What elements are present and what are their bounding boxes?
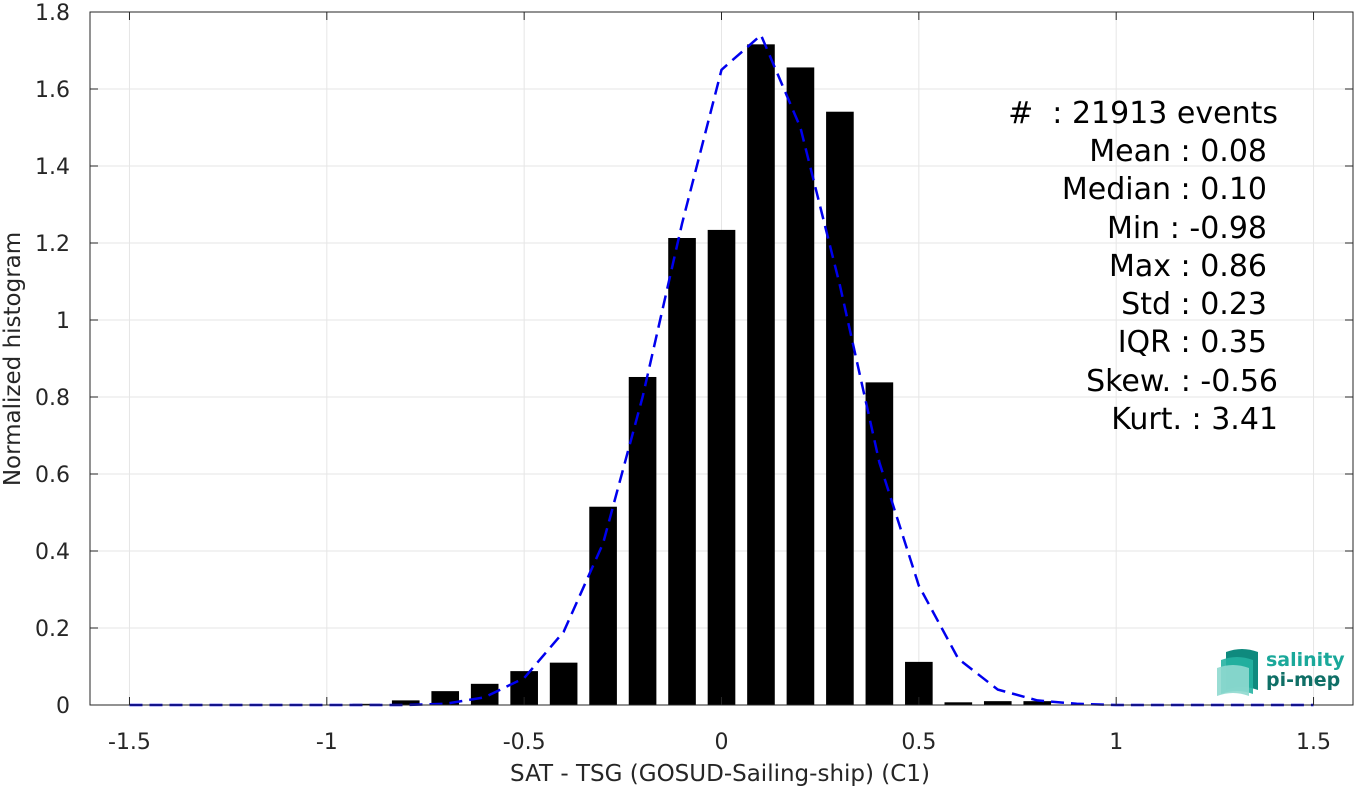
x-axis-label: SAT - TSG (GOSUD-Sailing-ship) (C1) xyxy=(510,761,930,787)
logo-text-salinity: salinity xyxy=(1266,649,1345,671)
histogram-bar xyxy=(470,683,499,705)
logo-waves-icon xyxy=(1217,649,1258,696)
histogram-bar xyxy=(786,67,815,705)
histogram-bars xyxy=(352,44,1052,706)
histogram-bar xyxy=(865,382,894,705)
histogram-bar xyxy=(391,700,420,705)
stat-skew: Skew. : -0.56 xyxy=(1086,364,1278,399)
stat-max: Max : 0.86 xyxy=(1109,249,1267,284)
x-tick-label: -1 xyxy=(316,730,338,755)
y-tick-label: 1.2 xyxy=(35,232,70,257)
stat-median: Median : 0.10 xyxy=(1062,172,1267,207)
histogram-bar xyxy=(668,237,696,705)
axis-ticks xyxy=(90,11,1353,706)
stat-min: Min : -0.98 xyxy=(1107,211,1267,246)
y-tick-label: 1.4 xyxy=(35,155,70,180)
x-tick-labels: -1.5 -1 -0.5 0 0.5 1 1.5 xyxy=(108,730,1331,755)
x-tick-label: 1 xyxy=(1109,730,1123,755)
stat-kurt: Kurt. : 3.41 xyxy=(1111,402,1278,437)
histogram-bar xyxy=(589,506,617,705)
histogram-bar xyxy=(549,662,578,705)
histogram-bar xyxy=(352,703,381,705)
stat-mean: Mean : 0.08 xyxy=(1089,134,1267,169)
y-tick-label: 0 xyxy=(56,694,70,719)
y-tick-label: 0.6 xyxy=(35,463,70,488)
x-tick-label: 1.5 xyxy=(1296,730,1331,755)
histogram-bar xyxy=(747,44,775,705)
x-tick-label: -1.5 xyxy=(108,730,151,755)
histogram-bar xyxy=(983,701,1012,705)
y-tick-label: 1 xyxy=(56,309,70,334)
histogram-bar xyxy=(707,229,736,705)
stat-std: Std : 0.23 xyxy=(1121,287,1267,322)
y-tick-label: 0.2 xyxy=(35,617,70,642)
stats-annotation: # : 21913 events Mean : 0.08 Median : 0.… xyxy=(1008,96,1278,437)
y-tick-label: 0.4 xyxy=(35,540,70,565)
stat-iqr: IQR : 0.35 xyxy=(1118,325,1267,360)
logo-text-pimep: pi-mep xyxy=(1266,669,1340,691)
y-tick-labels: 0 0.2 0.4 0.6 0.8 1 1.2 1.4 1.6 1.8 xyxy=(35,1,70,719)
histogram-bar xyxy=(944,702,973,705)
y-tick-label: 1.6 xyxy=(35,78,70,103)
y-tick-label: 1.8 xyxy=(35,1,70,26)
salinity-pimep-logo: salinity pi-mep xyxy=(1217,649,1345,696)
x-tick-label: -0.5 xyxy=(503,730,546,755)
y-axis-label: Normalized histogram xyxy=(0,232,26,486)
histogram-bar xyxy=(826,111,854,706)
stat-events: # : 21913 events xyxy=(1008,96,1278,131)
y-tick-label: 0.8 xyxy=(35,386,70,411)
histogram-bar xyxy=(628,376,657,705)
x-tick-label: 0.5 xyxy=(901,730,936,755)
histogram-bar xyxy=(1023,701,1052,705)
x-tick-label: 0 xyxy=(715,730,729,755)
